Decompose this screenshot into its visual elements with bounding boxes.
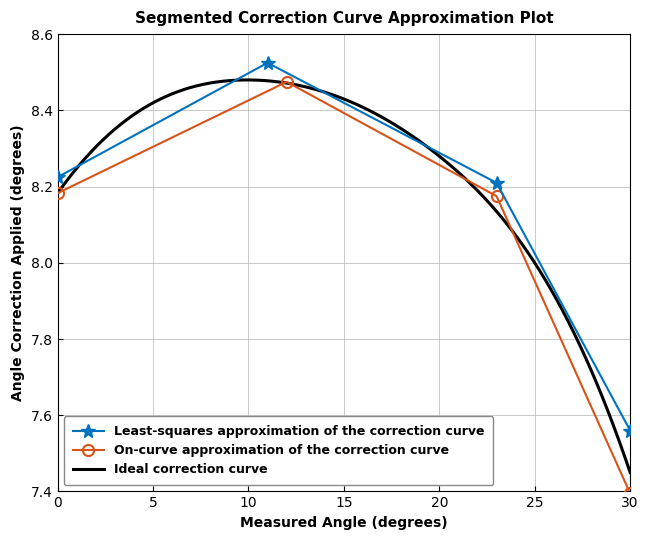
Line: On-curve approximation of the correction curve: On-curve approximation of the correction…: [52, 76, 636, 499]
Line: Least-squares approximation of the correction curve: Least-squares approximation of the corre…: [51, 56, 637, 438]
Ideal correction curve: [614, 433, 621, 440]
Least-squares approximation of the correction curve: [264, 60, 272, 66]
X-axis label: Measured Angle (degrees): Measured Angle (degrees): [240, 516, 448, 530]
Y-axis label: Angle Correction Applied (degrees): Angle Correction Applied (degrees): [11, 124, 25, 401]
Least-squares approximation of the correction curve: [493, 180, 500, 186]
Ideal correction curve: [524, 249, 532, 256]
Least-squares approximation of the correction curve: [54, 174, 62, 180]
On-curve approximation of the correction curve: [626, 490, 634, 497]
Ideal correction curve: [396, 124, 404, 131]
On-curve approximation of the correction curve: [493, 193, 500, 200]
Least-squares approximation of the correction curve: [626, 427, 634, 434]
Title: Segmented Correction Curve Approximation Plot: Segmented Correction Curve Approximation…: [135, 11, 553, 26]
Ideal correction curve: [243, 77, 251, 83]
Ideal correction curve: [54, 190, 62, 196]
Legend: Least-squares approximation of the correction curve, On-curve approximation of t: Least-squares approximation of the corre…: [64, 416, 493, 485]
Ideal correction curve: [327, 91, 335, 97]
Ideal correction curve: [365, 107, 372, 113]
Line: Ideal correction curve: Ideal correction curve: [58, 80, 630, 472]
On-curve approximation of the correction curve: [54, 190, 62, 196]
Ideal correction curve: [626, 469, 634, 476]
On-curve approximation of the correction curve: [283, 78, 291, 85]
Ideal correction curve: [330, 92, 338, 98]
